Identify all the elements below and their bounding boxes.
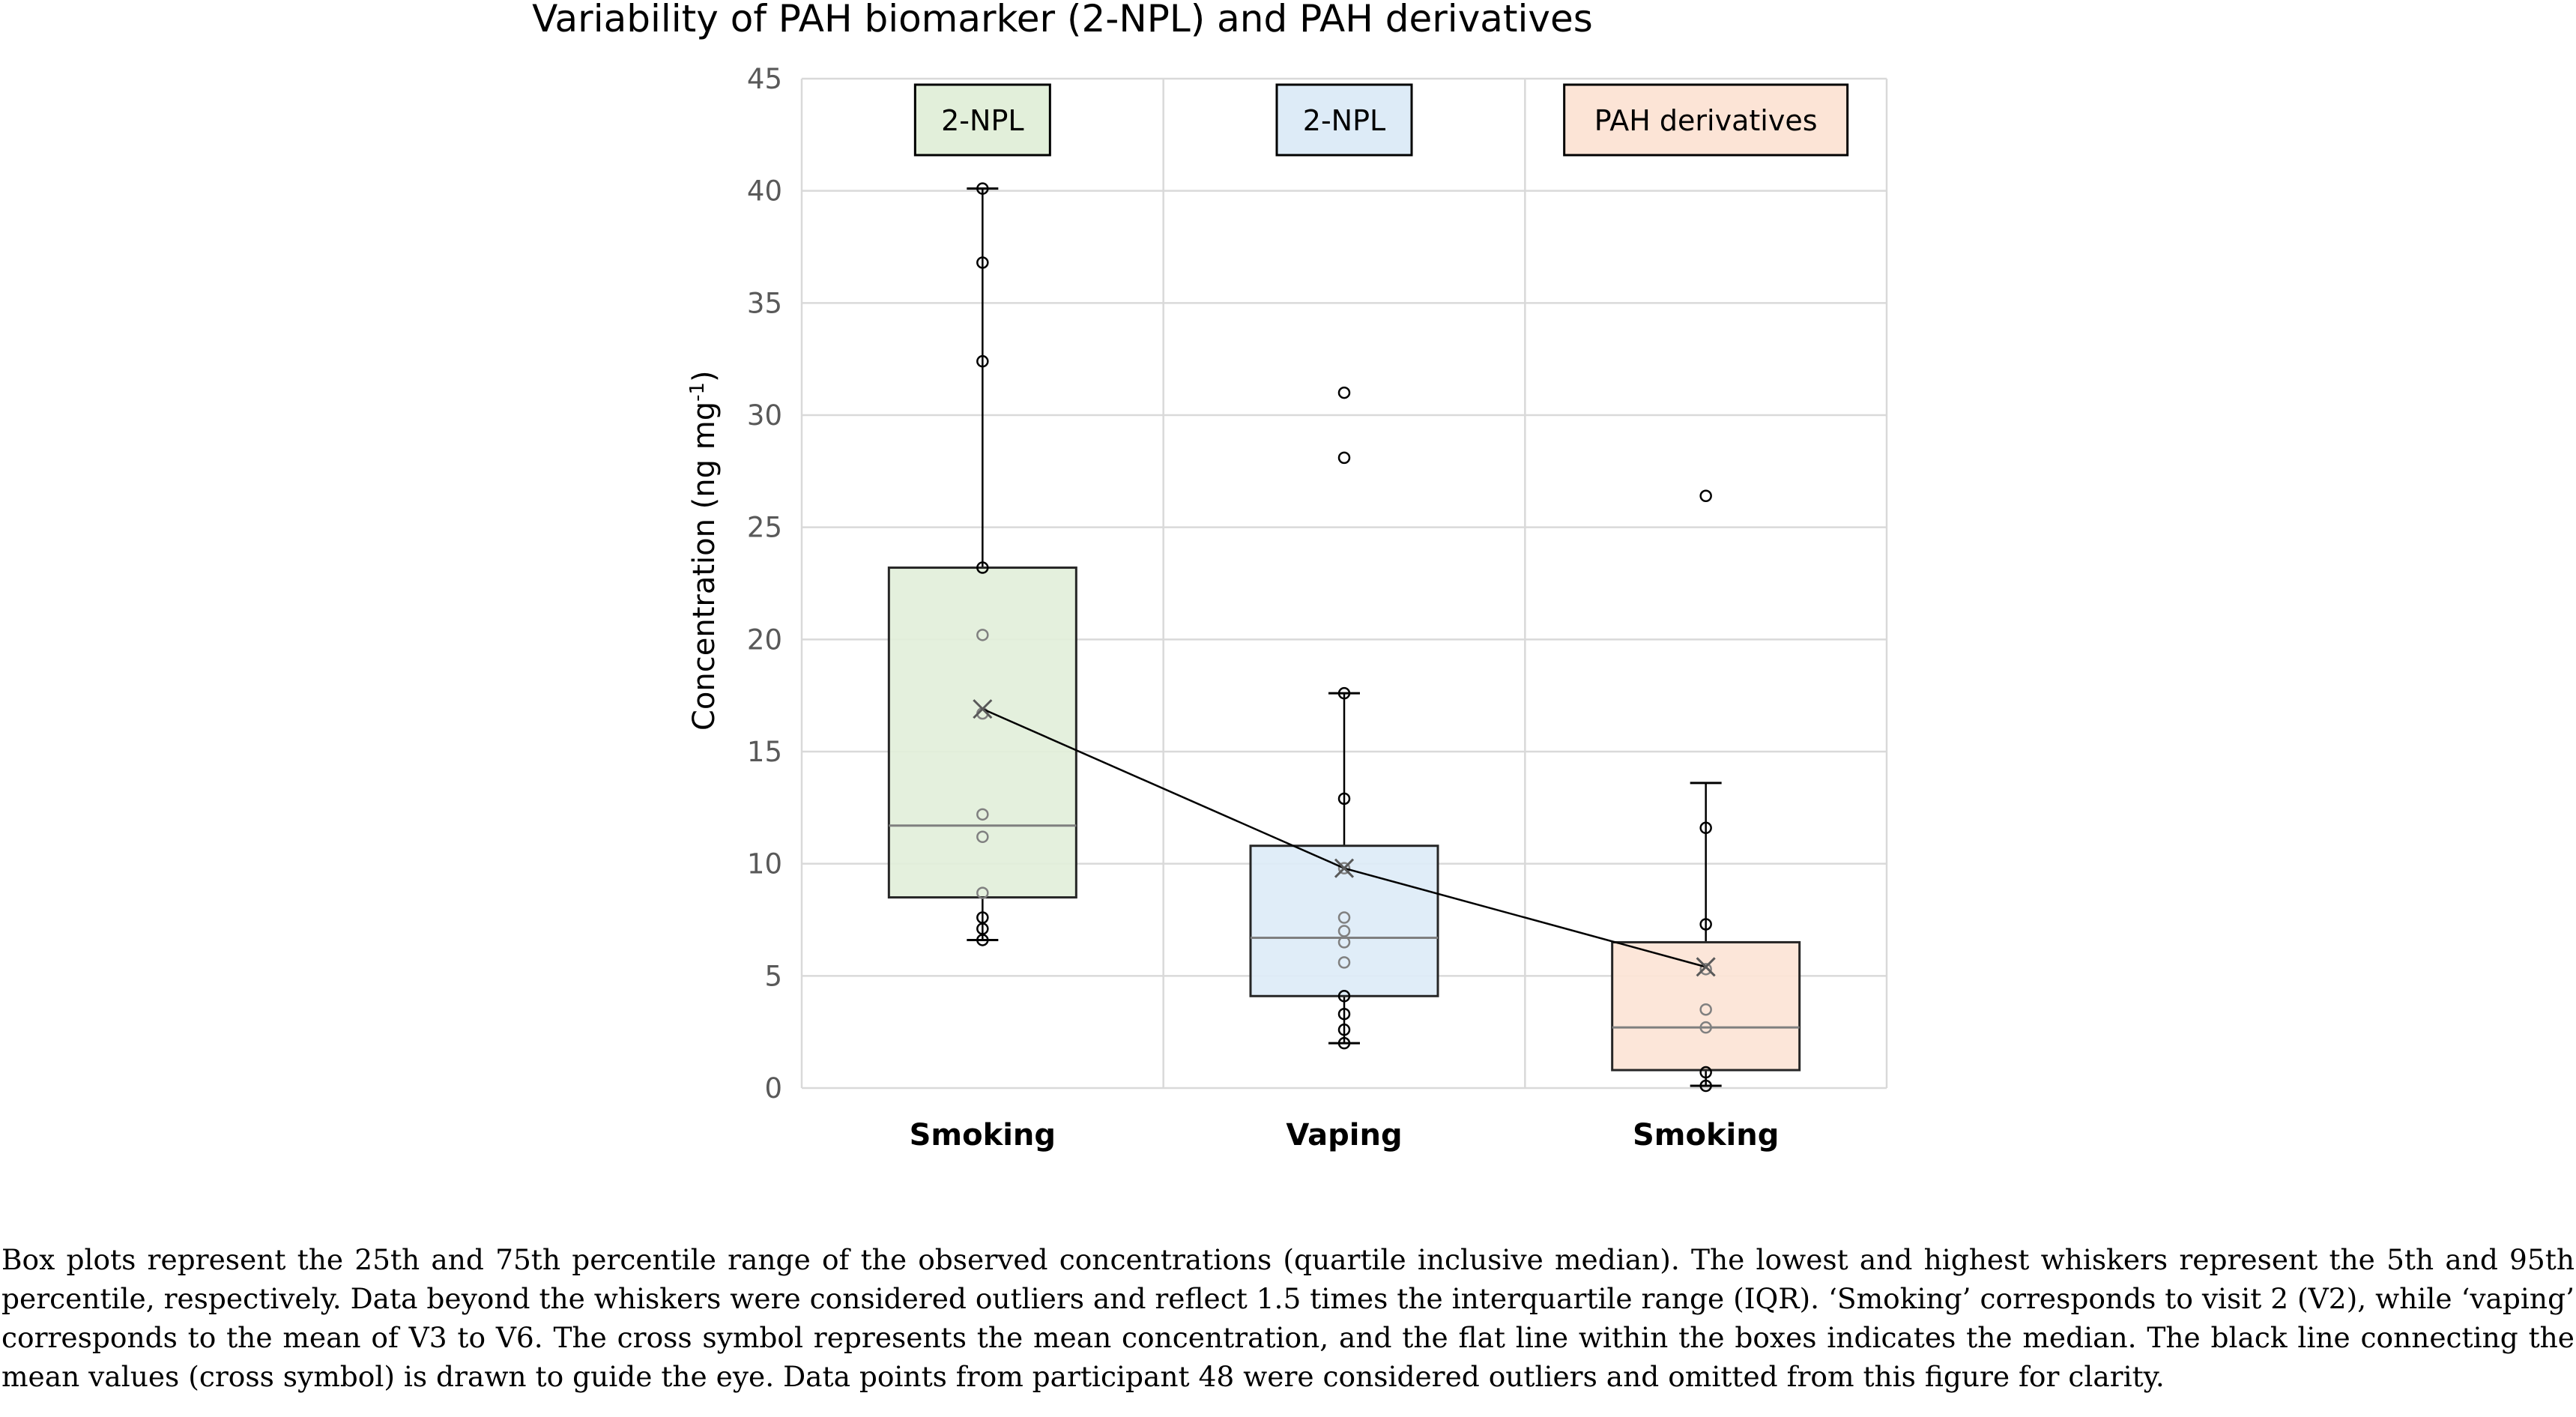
y-tick-label: 45 [747,63,782,95]
group-header-label: 2-NPL [941,104,1024,137]
data-point [1337,1036,1351,1050]
y-tick-label: 35 [747,287,782,319]
mean-marker [973,699,993,719]
data-point [1337,1007,1351,1021]
figure-caption: Box plots represent the 25th and 75th pe… [1,1243,2575,1393]
group-header-3: PAH derivatives [1563,83,1849,157]
x-category-label: Smoking [1633,1118,1779,1152]
data-point [1699,821,1712,835]
mean-cross-stroke [1696,957,1716,977]
data-point [1699,963,1712,976]
data-point [976,886,989,899]
y-tick-label: 15 [747,736,782,768]
y-axis-label-close: ) [687,370,722,382]
data-point [1699,1079,1712,1093]
mean-cross-stroke [973,699,993,719]
mean-markers [973,699,1716,977]
box-groups [887,182,1801,1093]
box-group-2 [1249,386,1439,1050]
x-category-label: Vaping [1286,1118,1402,1152]
mean-marker [1334,858,1355,878]
y-tick-label: 40 [747,175,782,208]
data-point [1699,1003,1712,1016]
group-header-label: 2-NPL [1303,104,1385,137]
data-point [976,808,989,821]
data-point [1337,911,1351,924]
box-group-1 [887,182,1077,946]
y-tick-label: 5 [764,960,782,992]
y-axis-label: Concentration (ng mg-1) [686,370,722,731]
data-point [1337,386,1351,399]
y-tick-label: 10 [747,848,782,880]
data-point [976,830,989,843]
mean-marker [1696,957,1716,977]
data-point [1699,1066,1712,1079]
data-point [1337,792,1351,806]
y-tick-label: 0 [764,1072,782,1105]
y-axis-label-main: Concentration (ng mg [687,402,722,731]
group-header-1: 2-NPL [913,83,1051,157]
data-point [976,911,989,924]
box [1249,845,1439,997]
mean-cross-stroke [1334,858,1355,878]
group-header-box [1275,83,1413,157]
y-axis-label-superscript: -1 [686,382,709,402]
data-point [1699,918,1712,931]
group-header-box [913,83,1051,157]
chart-title: Variability of PAH biomarker (2-NPL) and… [532,0,1593,40]
box-plot-chart: Variability of PAH biomarker (2-NPL) and… [532,0,1888,1152]
y-axis-ticks: 0 5 10 15 20 25 30 35 40 45 [747,63,782,1105]
x-axis-labels: Smoking Vaping Smoking [910,1118,1780,1152]
y-tick-label: 30 [747,399,782,432]
x-category-label: Smoking [910,1118,1056,1152]
data-point [1337,1023,1351,1036]
data-point [976,561,989,574]
data-point [1337,686,1351,700]
data-point [976,629,989,641]
data-point [1699,489,1712,503]
group-header-2: 2-NPL [1275,83,1413,157]
group-headers: 2-NPL 2-NPL PAH derivatives [913,83,1849,157]
y-tick-label: 20 [747,623,782,656]
data-point [976,354,989,368]
box [1611,940,1801,1072]
data-point [1337,925,1351,937]
group-header-box [1563,83,1849,157]
data-point [1337,990,1351,1003]
data-point [1337,956,1351,969]
y-tick-label: 25 [747,512,782,544]
box-group-3 [1611,489,1801,1093]
data-point [976,256,989,269]
data-point [976,182,989,195]
data-point [1699,1021,1712,1034]
data-point [1337,451,1351,465]
group-header-label: PAH derivatives [1594,104,1818,137]
data-point [1337,862,1351,874]
box [887,567,1077,899]
